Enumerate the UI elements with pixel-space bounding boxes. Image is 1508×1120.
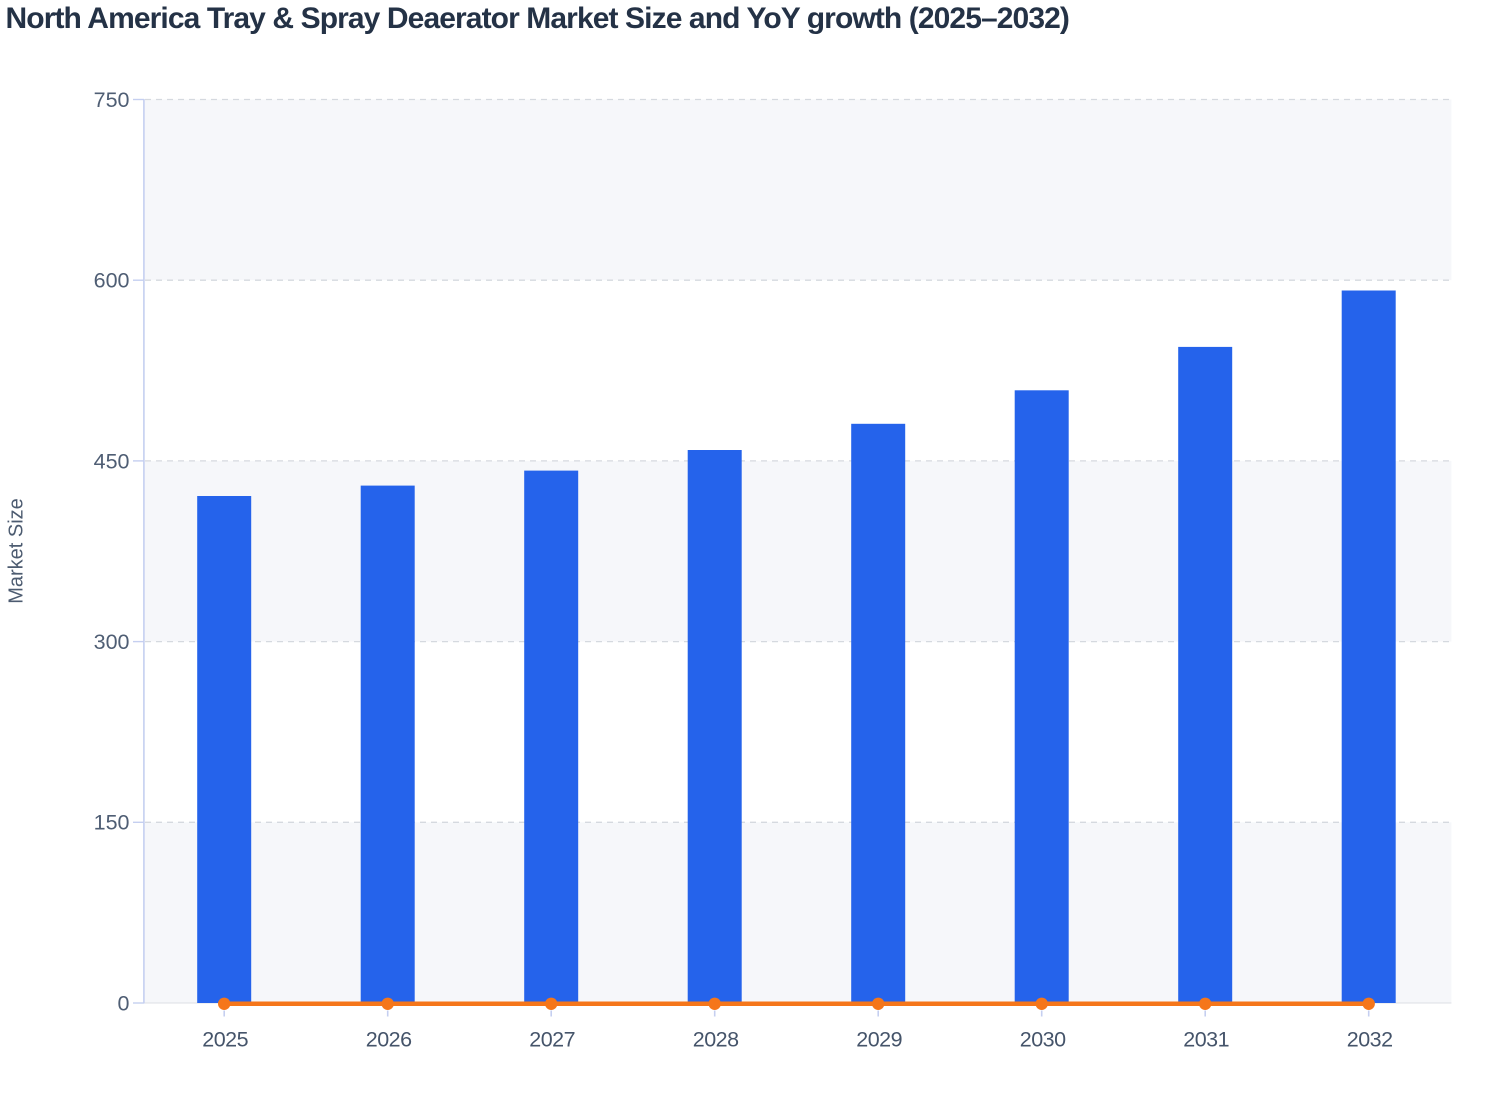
svg-text:750: 750 — [94, 88, 130, 112]
svg-text:Market Size: Market Size — [6, 498, 28, 604]
svg-text:North America Tray & Spray Dea: North America Tray & Spray Deaerator Mar… — [6, 2, 1070, 35]
svg-text:300: 300 — [94, 630, 130, 654]
svg-text:2032: 2032 — [1347, 1027, 1393, 1051]
svg-text:2027: 2027 — [529, 1027, 575, 1051]
svg-text:600: 600 — [94, 269, 130, 293]
svg-text:0: 0 — [118, 991, 130, 1015]
svg-text:2031: 2031 — [1183, 1027, 1229, 1051]
svg-text:2026: 2026 — [366, 1027, 412, 1051]
svg-text:2029: 2029 — [856, 1027, 902, 1051]
svg-text:2028: 2028 — [693, 1027, 739, 1051]
svg-text:150: 150 — [94, 811, 130, 835]
svg-text:450: 450 — [94, 449, 130, 473]
svg-text:2030: 2030 — [1020, 1027, 1066, 1051]
svg-text:2025: 2025 — [202, 1027, 248, 1051]
